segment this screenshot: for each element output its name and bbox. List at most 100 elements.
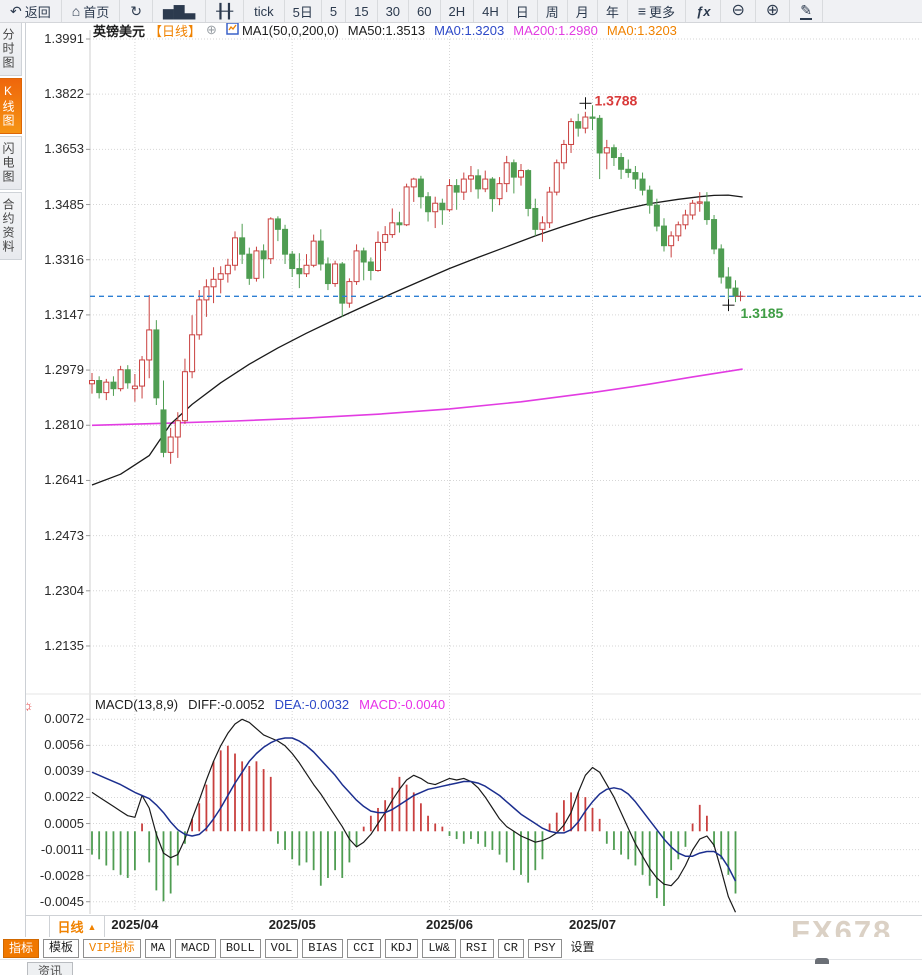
month-tick-label: 2025/06 bbox=[426, 917, 473, 932]
vol-button[interactable]: VOL bbox=[264, 938, 299, 958]
period-tick-button[interactable]: tick bbox=[244, 0, 285, 22]
axis-tick-label: 1.2135 bbox=[44, 637, 84, 653]
tab-time-share-chart[interactable]: 分时图 bbox=[0, 22, 22, 76]
macd-dea-value: DEA:-0.0032 bbox=[274, 697, 350, 712]
more-label: 更多 bbox=[649, 4, 676, 20]
period-30-button[interactable]: 30 bbox=[378, 0, 410, 22]
back-icon: ↶ bbox=[10, 3, 22, 19]
axis-tick-label: 0.0022 bbox=[44, 789, 84, 805]
zoom-out-button[interactable]: ⊖ bbox=[721, 0, 756, 22]
ma200-line bbox=[91, 368, 743, 427]
kdj-button[interactable]: KDJ bbox=[384, 938, 419, 958]
lw-button[interactable]: LW& bbox=[422, 938, 456, 958]
high-annotation: 1.3788 bbox=[579, 92, 638, 110]
boll-button[interactable]: BOLL bbox=[219, 938, 261, 958]
period-day-button[interactable]: 日 bbox=[508, 0, 538, 22]
psy-button[interactable]: PSY bbox=[527, 938, 562, 958]
period-5d-button[interactable]: 5日 bbox=[285, 0, 322, 22]
zoom-in-button[interactable]: ⊕ bbox=[756, 0, 791, 22]
period-week-label: 周 bbox=[545, 4, 559, 20]
macd-macd-value: MACD:-0.0040 bbox=[359, 697, 446, 712]
period-day-label: 日 bbox=[515, 4, 529, 20]
period-5-label: 5 bbox=[329, 3, 338, 19]
tab-lightning-chart[interactable]: 闪电图 bbox=[0, 136, 22, 190]
scroll-thumb[interactable] bbox=[815, 958, 829, 964]
ma-settings-label[interactable]: MA1(50,0,200,0) bbox=[241, 22, 339, 38]
candlesticks bbox=[89, 105, 739, 464]
month-tick-label: 2025/04 bbox=[111, 917, 159, 932]
axis-tick-label: 1.3316 bbox=[44, 251, 84, 267]
period-60-label: 60 bbox=[417, 3, 432, 19]
indicator-toolbar: 指标 模板 VIP指标 MA MACD BOLL VOL BIAS CCI KDJ LW& RSI CR… bbox=[0, 937, 922, 960]
month-tick-label: 2025/05 bbox=[268, 917, 316, 932]
axis-tick-label: 1.3653 bbox=[44, 141, 84, 157]
home-label: 首页 bbox=[83, 4, 110, 20]
tab-contract-info[interactable]: 合约资料 bbox=[0, 192, 22, 260]
draw-button[interactable]: ✎ bbox=[790, 0, 824, 22]
refresh-button[interactable]: ↻ bbox=[120, 0, 153, 22]
axis-tick-label: 0.0072 bbox=[44, 711, 84, 727]
kline-chart-icon: ╂╂ bbox=[216, 3, 234, 19]
month-tick-label: 2025/07 bbox=[569, 917, 616, 932]
macd-dea-line bbox=[91, 737, 737, 882]
bias-button[interactable]: BIAS bbox=[302, 938, 344, 958]
axis-tick-label: -0.0045 bbox=[39, 893, 84, 909]
macd-button[interactable]: MACD bbox=[175, 938, 216, 958]
period-60-button[interactable]: 60 bbox=[409, 0, 441, 22]
rsi-button[interactable]: RSI bbox=[459, 938, 494, 958]
axis-tick-label: 1.3147 bbox=[44, 306, 84, 322]
bar-chart-icon: ▅▇▃ bbox=[162, 3, 196, 19]
ma0-orange-value: MA0:1.3203 bbox=[606, 22, 677, 38]
bar-chart-button[interactable]: ▅▇▃ bbox=[153, 0, 207, 22]
indicator-button[interactable]: 指标 bbox=[3, 938, 40, 958]
macd-diff-line bbox=[91, 718, 737, 913]
cci-button[interactable]: CCI bbox=[347, 938, 381, 958]
macd-histogram bbox=[91, 745, 737, 906]
axis-ticks bbox=[86, 38, 90, 903]
period-15-button[interactable]: 15 bbox=[346, 0, 378, 22]
chevron-up-icon: ▲ bbox=[87, 921, 97, 932]
axis-tick-label: 1.3822 bbox=[44, 86, 84, 102]
left-sidebar: 分时图 K线图 闪电图 合约资料 bbox=[0, 22, 26, 960]
kline-settings-icon[interactable] bbox=[226, 22, 239, 38]
ma-button[interactable]: MA bbox=[144, 938, 172, 958]
tab-news[interactable]: 资讯 bbox=[27, 962, 73, 975]
period-week-button[interactable]: 周 bbox=[538, 0, 568, 22]
more-button[interactable]: ≡ 更多 bbox=[628, 0, 687, 22]
tab-kline-chart[interactable]: K线图 bbox=[0, 78, 22, 134]
axis-tick-label: -0.0028 bbox=[39, 867, 84, 883]
ma50-line bbox=[91, 194, 743, 486]
home-button[interactable]: ⌂ 首页 bbox=[62, 0, 121, 22]
vip-indicator-button[interactable]: VIP指标 bbox=[83, 938, 141, 958]
draw-icon: ✎ bbox=[800, 1, 813, 20]
period-year-button[interactable]: 年 bbox=[598, 0, 628, 22]
svg-text:1.3788: 1.3788 bbox=[595, 92, 638, 108]
period-year-label: 年 bbox=[605, 4, 619, 20]
axis-corner-cell bbox=[0, 916, 50, 937]
template-button[interactable]: 模板 bbox=[43, 938, 80, 958]
back-button[interactable]: ↶ 返回 bbox=[0, 0, 62, 22]
period-5d-label: 5日 bbox=[292, 4, 313, 20]
home-icon: ⌂ bbox=[71, 3, 81, 19]
kline-chart-button[interactable]: ╂╂ bbox=[206, 0, 245, 22]
period-2h-button[interactable]: 2H bbox=[441, 0, 475, 22]
formula-icon: ƒx bbox=[696, 3, 711, 19]
axis-tick-label: 1.2304 bbox=[44, 582, 84, 598]
period-5-button[interactable]: 5 bbox=[322, 0, 347, 22]
axis-tick-label: 1.3485 bbox=[44, 196, 84, 212]
zoom-in-icon: ⊕ bbox=[765, 2, 780, 19]
add-indicator-icon[interactable]: ⊕ bbox=[206, 22, 217, 37]
cr-button[interactable]: CR bbox=[497, 938, 524, 958]
formula-button[interactable]: ƒx bbox=[686, 0, 722, 22]
period-month-label: 月 bbox=[575, 4, 589, 20]
period-selector-button[interactable]: 日线 ▲ bbox=[50, 916, 105, 937]
back-label: 返回 bbox=[24, 4, 51, 20]
axis-tick-label: 1.2810 bbox=[44, 417, 84, 433]
top-toolbar: ↶ 返回 ⌂ 首页 ↻ ▅▇▃ ╂╂ tick 5日 5 15 30 60 2H 4H 日周月年 ≡ 更多 ƒx ⊖ ⊕… bbox=[0, 0, 922, 23]
period-month-button[interactable]: 月 bbox=[568, 0, 598, 22]
macd-title[interactable]: MACD(13,8,9) bbox=[95, 697, 179, 712]
period-4h-button[interactable]: 4H bbox=[474, 0, 508, 22]
period-15-label: 15 bbox=[354, 3, 369, 19]
settings-button[interactable]: 设置 bbox=[565, 939, 600, 957]
